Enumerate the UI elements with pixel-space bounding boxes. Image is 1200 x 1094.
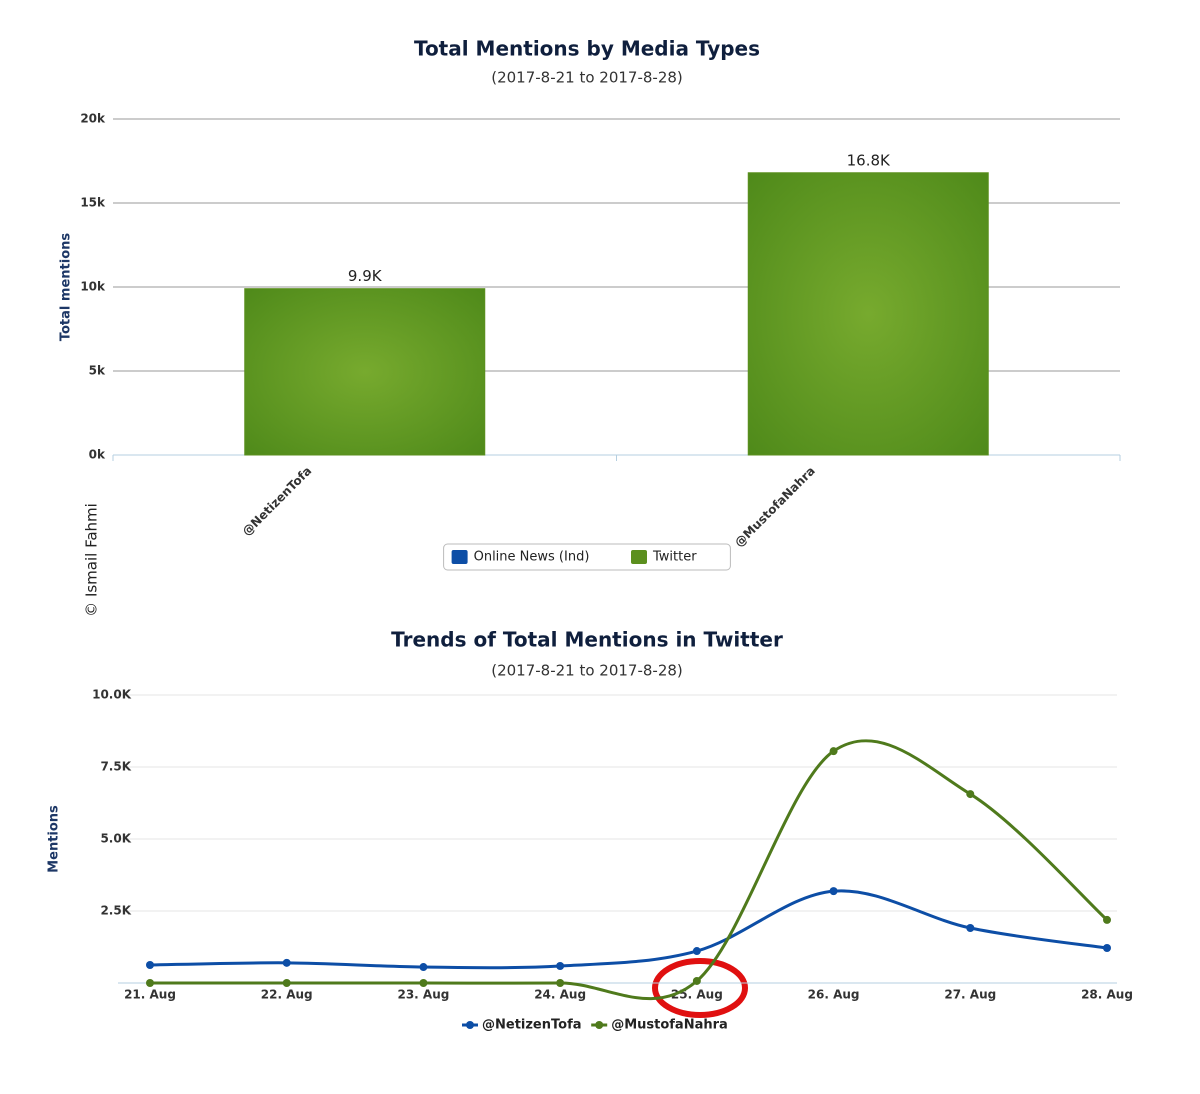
data-point xyxy=(966,923,975,932)
data-point xyxy=(1103,944,1111,953)
x-tick-label: 28. Aug xyxy=(1081,988,1133,1002)
data-point xyxy=(282,979,291,987)
x-tick-label: @NetizenTofa xyxy=(239,464,314,539)
legend-dot xyxy=(595,1021,604,1029)
legend-dot xyxy=(466,1021,474,1029)
y-tick-label: 7.5K xyxy=(100,760,131,774)
watermark: © Ismail Fahmi xyxy=(83,503,101,617)
bar xyxy=(244,288,486,456)
legend-label: @MustofaNahra xyxy=(611,1018,728,1033)
legend-box xyxy=(443,543,731,571)
legend-swatch xyxy=(631,550,647,564)
series-line xyxy=(149,889,1108,970)
highlight-circle xyxy=(652,958,748,1018)
chart-subtitle: (2017-8-21 to 2017-8-28) xyxy=(491,69,683,87)
x-tick-label: 21. Aug xyxy=(124,988,176,1002)
y-tick-label: 10k xyxy=(80,280,106,294)
y-axis-label: Mentions xyxy=(47,805,62,873)
legend-label: Twitter xyxy=(652,550,697,565)
data-point xyxy=(146,961,154,969)
data-point xyxy=(146,979,154,987)
y-axis-label: Total mentions xyxy=(59,233,74,342)
series-line xyxy=(150,739,1109,1000)
data-point xyxy=(829,747,838,756)
chart-title: Total Mentions by Media Types xyxy=(414,37,760,61)
x-tick-label: 24. Aug xyxy=(534,988,586,1002)
data-label: 16.8K xyxy=(847,151,891,169)
y-tick-label: 0k xyxy=(89,448,106,462)
data-point xyxy=(282,958,291,967)
data-point xyxy=(692,976,701,985)
y-tick-label: 5.0K xyxy=(100,832,131,846)
y-tick-label: 20k xyxy=(80,112,106,126)
x-tick-label: 22. Aug xyxy=(261,988,313,1002)
chart-subtitle: (2017-8-21 to 2017-8-28) xyxy=(491,662,683,680)
data-point xyxy=(966,790,975,799)
data-point xyxy=(419,979,428,987)
data-label: 9.9K xyxy=(348,267,383,285)
y-tick-label: 5k xyxy=(89,364,106,378)
x-tick-label: 26. Aug xyxy=(808,988,860,1002)
data-point xyxy=(556,979,565,987)
legend-label: Online News (Ind) xyxy=(474,550,590,565)
data-point xyxy=(692,947,701,956)
x-tick-label: @MustofaNahra xyxy=(732,464,818,550)
data-point xyxy=(1103,915,1111,924)
data-point xyxy=(556,962,565,971)
y-tick-label: 2.5K xyxy=(100,904,131,918)
x-tick-label: 23. Aug xyxy=(397,988,449,1002)
y-tick-label: 15k xyxy=(80,196,106,210)
y-tick-label: 10.0K xyxy=(92,688,132,702)
data-point xyxy=(829,887,838,896)
x-tick-label: 25. Aug xyxy=(671,988,723,1002)
x-tick-label: 27. Aug xyxy=(944,988,996,1002)
data-point xyxy=(419,963,428,972)
legend-label: @NetizenTofa xyxy=(482,1018,582,1033)
chart-title: Trends of Total Mentions in Twitter xyxy=(391,628,783,652)
bar xyxy=(747,172,989,456)
legend-swatch xyxy=(451,550,468,564)
